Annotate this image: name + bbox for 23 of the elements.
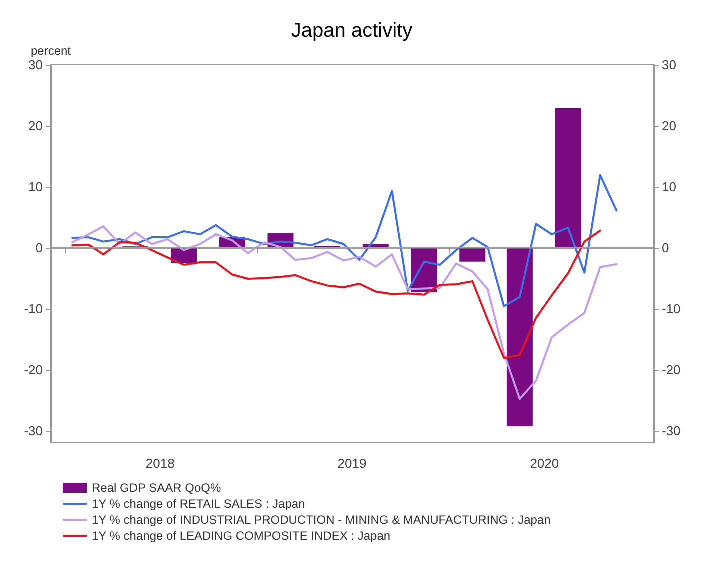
x-tick-label: 2019 [338, 456, 367, 471]
chart-title: Japan activity [291, 20, 413, 42]
y2-tick-label: -20 [662, 362, 681, 378]
legend-label: 1Y % change of RETAIL SALES : Japan [92, 497, 306, 511]
y-tick-label: 20 [28, 118, 43, 134]
y2-tick-label: 10 [662, 179, 676, 194]
y-tick-label: -30 [24, 423, 43, 438]
y2-tick-label: -30 [662, 423, 681, 438]
y-axis-title: percent [30, 44, 72, 58]
legend-label: 1Y % change of LEADING COMPOSITE INDEX : Japan [92, 529, 391, 543]
y2-tick-label: -10 [662, 301, 681, 316]
y-tick-label: 30 [28, 58, 43, 72]
y2-tick-label: 20 [662, 118, 676, 134]
x-tick-label: 2020 [530, 456, 560, 471]
x-tick-label: 2018 [146, 456, 175, 471]
y-tick-label: -20 [24, 362, 43, 378]
y2-tick-label: 30 [662, 58, 676, 72]
y-tick-label: -10 [24, 301, 43, 316]
y2-tick-label: 0 [662, 240, 670, 256]
legend-label: 1Y % change of INDUSTRIAL PRODUCTION - MINING & MANUFACTURING : Japan [92, 513, 551, 527]
y-tick-label: 0 [36, 240, 43, 256]
y-tick-label: 10 [28, 179, 43, 194]
legend-label: Real GDP SAAR QoQ% [92, 481, 222, 495]
